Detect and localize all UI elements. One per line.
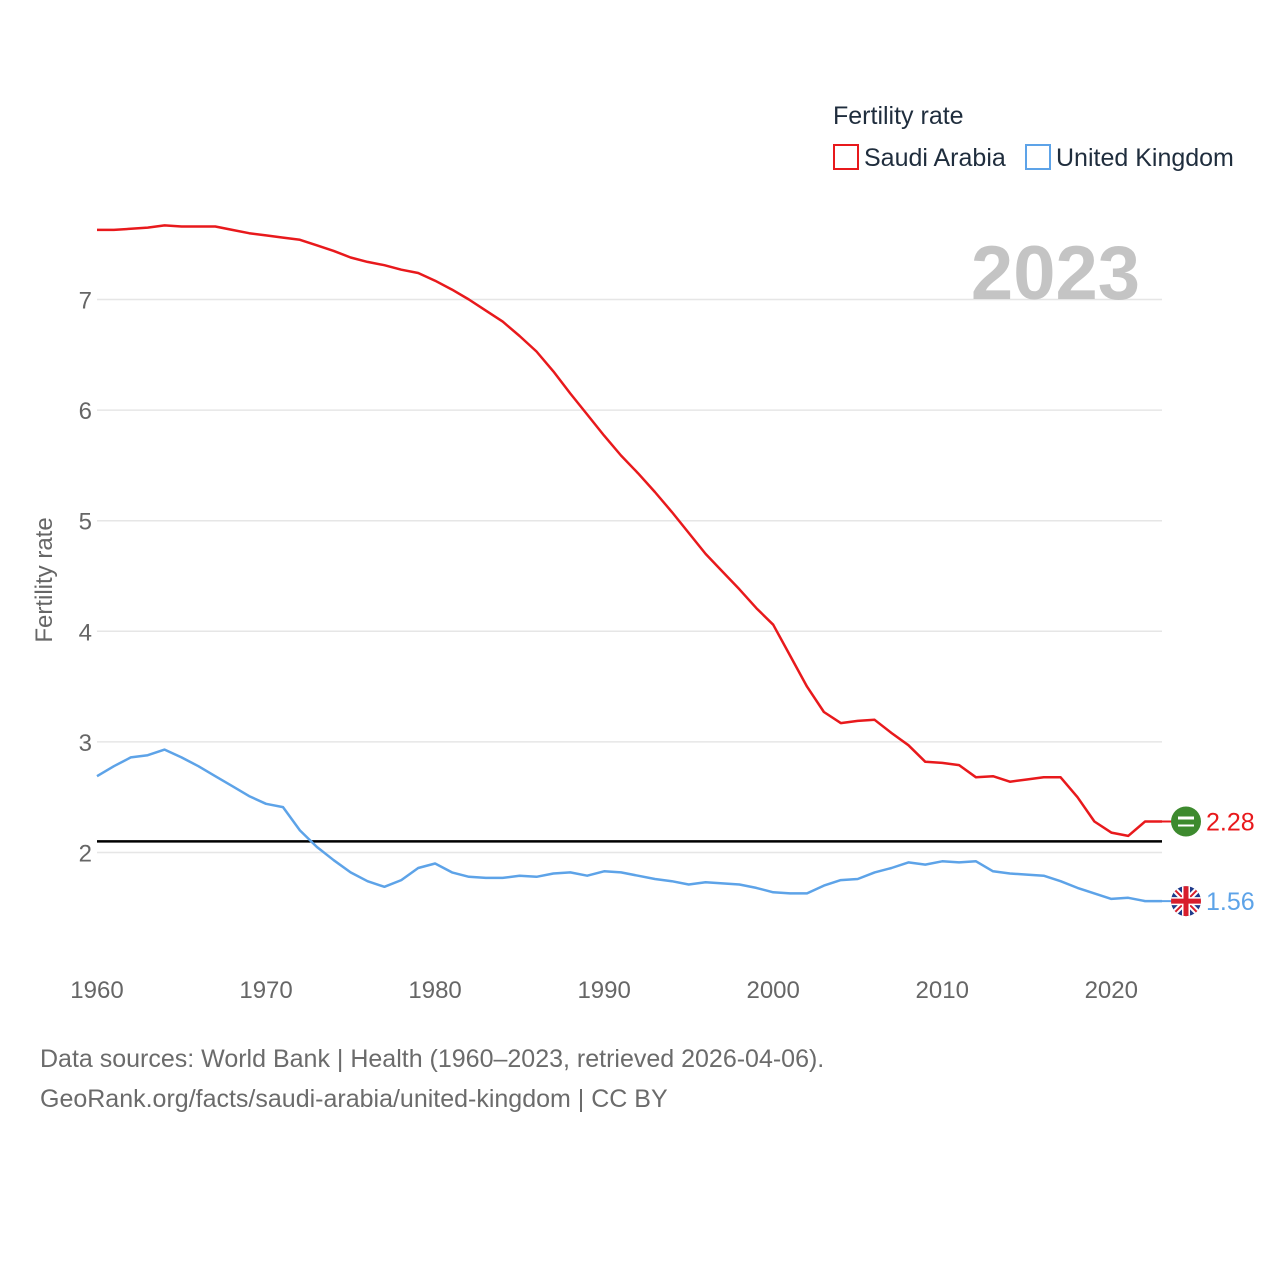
y-gridlines	[97, 298, 1162, 854]
x-tick-2010: 2010	[916, 977, 969, 1004]
legend-title: Fertility rate	[833, 102, 964, 130]
y-tick-5: 5	[79, 509, 92, 536]
legend-label-united-kingdom[interactable]: United Kingdom	[1056, 144, 1234, 172]
legend-label-saudi-arabia[interactable]: Saudi Arabia	[864, 144, 1006, 172]
united-kingdom-flag-icon	[1171, 886, 1201, 917]
legend-swatch-saudi-arabia[interactable]	[833, 144, 859, 170]
source-line-1: Data sources: World Bank | Health (1960–…	[40, 1045, 825, 1073]
series-line-united-kingdom	[96, 748, 1162, 903]
series-end-markers: 2.28 1.56	[1162, 806, 1255, 917]
saudi-arabia-flag-icon	[1171, 806, 1201, 837]
x-tick-2020: 2020	[1085, 977, 1138, 1004]
y-tick-2: 2	[79, 840, 92, 867]
y-tick-6: 6	[79, 398, 92, 425]
legend: Fertility rate Saudi Arabia United Kingd…	[833, 102, 1234, 172]
x-tick-1970: 1970	[239, 977, 292, 1004]
y-tick-4: 4	[79, 619, 92, 646]
x-tick-1960: 1960	[70, 977, 123, 1004]
series-line-saudi-arabia	[97, 224, 1162, 838]
year-label: 2023	[971, 231, 1140, 316]
source-line-2: GeoRank.org/facts/saudi-arabia/united-ki…	[40, 1085, 668, 1113]
x-tick-labels: 1960 1970 1980 1990 2000 2010 2020	[70, 977, 1138, 1004]
series-lines	[96, 224, 1162, 903]
end-value-saudi-arabia: 2.28	[1206, 809, 1255, 837]
x-tick-1990: 1990	[577, 977, 630, 1004]
y-tick-7: 7	[79, 288, 92, 315]
x-tick-2000: 2000	[746, 977, 799, 1004]
y-tick-labels: 2 3 4 5 6 7	[79, 288, 92, 868]
end-value-united-kingdom: 1.56	[1206, 888, 1255, 916]
y-tick-3: 3	[79, 730, 92, 757]
x-tick-1980: 1980	[408, 977, 461, 1004]
legend-swatch-united-kingdom[interactable]	[1025, 144, 1051, 170]
y-axis-label: Fertility rate	[31, 517, 58, 642]
